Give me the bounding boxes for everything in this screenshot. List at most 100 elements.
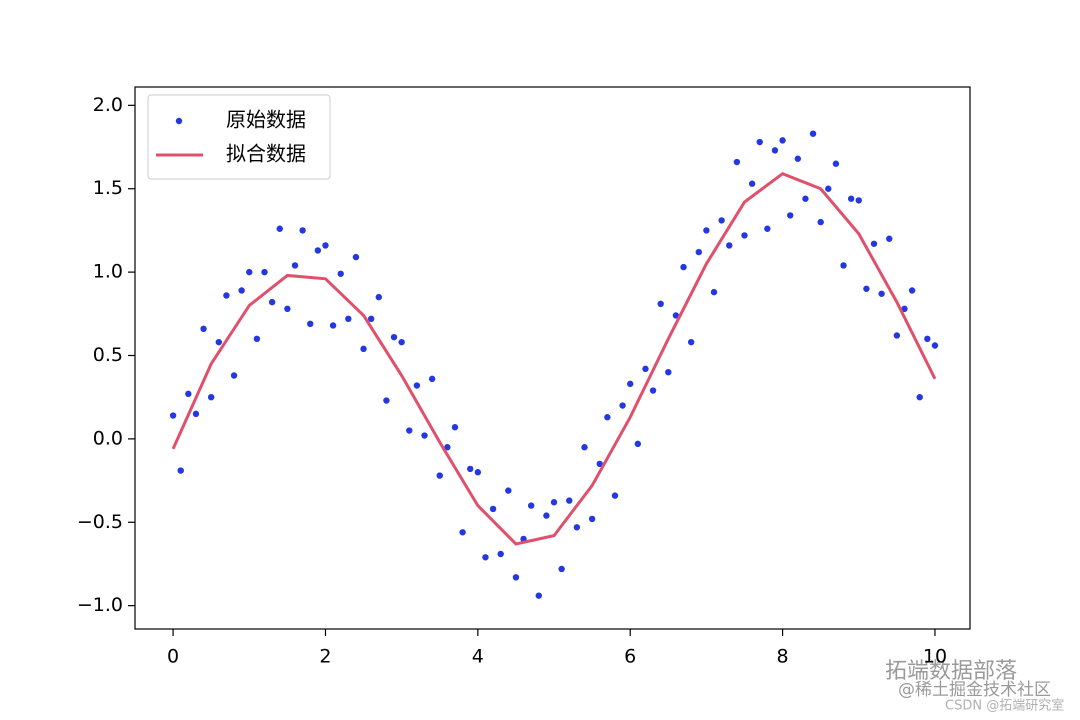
data-point	[413, 382, 421, 389]
data-point	[627, 380, 634, 388]
data-point	[398, 338, 405, 346]
data-point	[802, 195, 809, 202]
data-point	[261, 268, 268, 276]
data-point	[680, 263, 687, 271]
data-point	[779, 137, 786, 144]
data-point	[695, 248, 702, 256]
data-point	[566, 497, 573, 504]
data-point	[436, 472, 443, 479]
data-point	[748, 180, 756, 187]
data-point	[383, 397, 390, 404]
data-point	[246, 268, 253, 276]
data-point	[367, 315, 375, 323]
y-tick-label: 0.5	[93, 344, 123, 366]
data-point	[908, 287, 916, 294]
data-point	[550, 499, 558, 506]
data-point	[291, 262, 299, 269]
data-point	[192, 410, 200, 418]
data-point	[459, 529, 466, 536]
data-point	[406, 427, 413, 434]
data-point	[771, 147, 779, 154]
y-tick-label: 1.5	[93, 177, 123, 199]
data-point	[284, 305, 291, 313]
data-point	[276, 225, 283, 232]
data-point	[809, 130, 817, 137]
data-point	[764, 225, 771, 232]
legend-label: 拟合数据	[226, 142, 306, 166]
data-point	[253, 335, 261, 343]
data-point	[421, 432, 428, 439]
legend-label: 原始数据	[226, 108, 306, 132]
data-point	[527, 502, 535, 509]
y-tick-label: 1.0	[93, 261, 123, 283]
data-point	[840, 262, 847, 269]
data-point	[215, 338, 223, 346]
data-point	[185, 390, 192, 398]
legend-swatch	[175, 117, 183, 125]
data-point	[604, 414, 611, 421]
data-point	[596, 460, 603, 468]
watermark: @稀土掘金技术社区	[898, 680, 1051, 700]
data-point	[573, 524, 581, 531]
data-point	[581, 444, 588, 451]
data-point	[687, 338, 695, 346]
data-point	[878, 290, 885, 297]
data-point	[497, 550, 504, 558]
x-tick-label: 10	[923, 646, 947, 668]
data-point	[230, 372, 238, 379]
data-point	[901, 305, 908, 313]
data-point	[337, 270, 344, 277]
data-point	[322, 242, 329, 249]
data-point	[863, 285, 870, 292]
data-point	[924, 335, 931, 343]
legend-box	[147, 94, 331, 180]
data-point	[314, 247, 322, 254]
data-point	[619, 402, 626, 409]
data-point	[169, 412, 177, 419]
data-point	[558, 565, 565, 573]
data-point	[916, 393, 923, 401]
data-point	[543, 512, 550, 519]
data-point	[611, 492, 619, 499]
data-point	[535, 592, 542, 599]
data-point	[718, 217, 725, 224]
data-point	[588, 515, 596, 523]
y-tick-label: 2.0	[93, 94, 123, 116]
data-point	[817, 218, 824, 226]
data-point	[482, 554, 489, 561]
data-point	[847, 195, 855, 202]
data-point	[352, 253, 360, 261]
data-point	[665, 368, 672, 376]
watermark: CSDN @拓端研究室	[945, 698, 1064, 714]
data-point	[489, 505, 497, 513]
x-tick-label: 4	[472, 646, 484, 668]
data-point	[870, 240, 878, 247]
data-point	[390, 333, 398, 341]
x-tick-label: 0	[167, 646, 179, 668]
data-point	[375, 293, 382, 301]
data-point	[329, 322, 337, 329]
data-point	[428, 375, 436, 383]
x-tick-label: 8	[777, 646, 789, 668]
data-point	[467, 465, 474, 473]
x-tick-label: 2	[319, 646, 331, 668]
data-point	[307, 320, 314, 328]
data-point	[825, 185, 832, 192]
data-point	[642, 365, 649, 373]
data-point	[787, 212, 794, 219]
data-point	[444, 444, 451, 451]
data-point	[703, 227, 710, 234]
data-point	[855, 197, 862, 204]
data-point	[207, 393, 215, 401]
watermark: 拓端数据部落	[885, 659, 1017, 684]
data-point	[733, 158, 741, 166]
y-tick-label: −0.5	[77, 511, 123, 533]
data-point	[360, 345, 367, 353]
axes-frame	[134, 86, 971, 630]
data-point	[634, 440, 642, 448]
data-point	[832, 160, 840, 167]
y-tick-label: −1.0	[77, 594, 123, 616]
fit-line	[171, 172, 937, 546]
data-point	[794, 155, 802, 162]
